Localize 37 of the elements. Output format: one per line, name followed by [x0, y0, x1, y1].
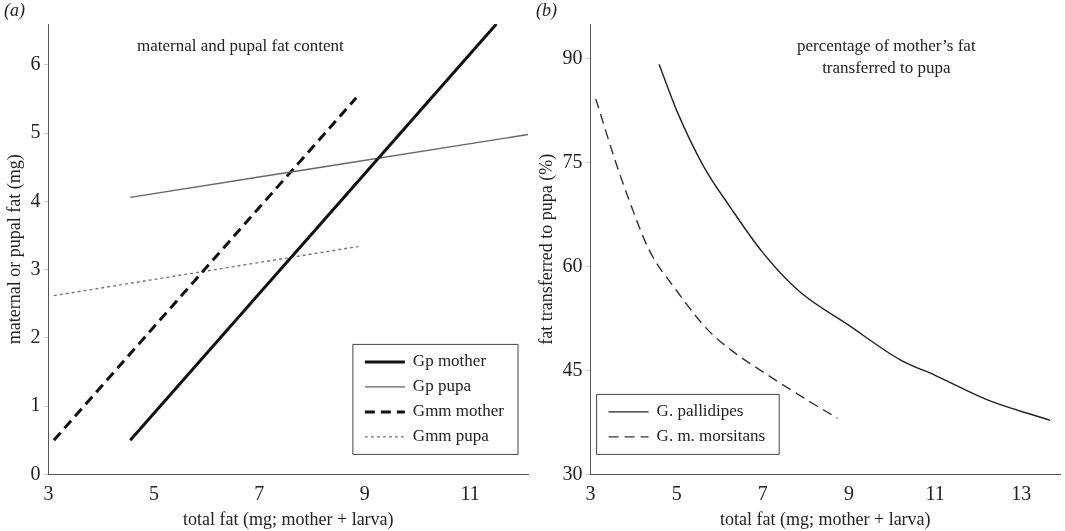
x-tick-label: 7: [757, 481, 768, 504]
y-tick-label: 3: [30, 256, 41, 279]
text: (a): [4, 0, 25, 21]
x-tick-label: 5: [671, 481, 682, 504]
text: (b): [536, 0, 557, 21]
legend-label: Gp pupa: [412, 376, 472, 396]
legend-label: Gmm pupa: [412, 426, 490, 446]
x-tick-label: 11: [925, 481, 945, 504]
y-tick-label: 2: [30, 325, 41, 348]
y-tick-label: 5: [30, 120, 41, 143]
text: percentage of mother’s fat transferred to pupa: [797, 35, 976, 77]
legend-label: G. pallidipes: [656, 401, 744, 421]
legend-label: Gmm mother: [412, 401, 505, 421]
y-tick-label: 75: [562, 149, 583, 172]
line-series: [658, 63, 1051, 422]
y-tick-label: 1: [30, 393, 41, 416]
x-tick-label: 11: [460, 481, 480, 504]
line-series: [595, 98, 839, 419]
x-axis-title: total fat (mg; mother + larva): [183, 508, 394, 530]
legend-label: G. m. morsitans: [656, 426, 766, 446]
x-tick-label: 5: [148, 481, 159, 504]
y-tick-label: 6: [30, 52, 41, 75]
x-tick-label: 9: [359, 481, 370, 504]
y-axis-title: fat transferred to pupa (%): [535, 153, 557, 345]
x-axis-title: total fat (mg; mother + larva): [720, 508, 931, 530]
x-tick-label: 7: [254, 481, 265, 504]
y-tick-label: 60: [562, 253, 583, 276]
x-tick-label: 13: [1011, 481, 1032, 504]
y-tick-label: 4: [30, 188, 41, 211]
y-tick-label: 90: [562, 45, 583, 68]
y-axis-title: maternal or pupal fat (mg): [3, 154, 25, 345]
y-tick-label: 45: [562, 357, 583, 380]
x-tick-label: 9: [843, 481, 854, 504]
y-tick-label: 30: [562, 461, 583, 484]
legend-label: Gp mother: [412, 351, 487, 371]
y-tick-label: 0: [30, 461, 41, 484]
text: maternal and pupal fat content: [136, 35, 345, 55]
